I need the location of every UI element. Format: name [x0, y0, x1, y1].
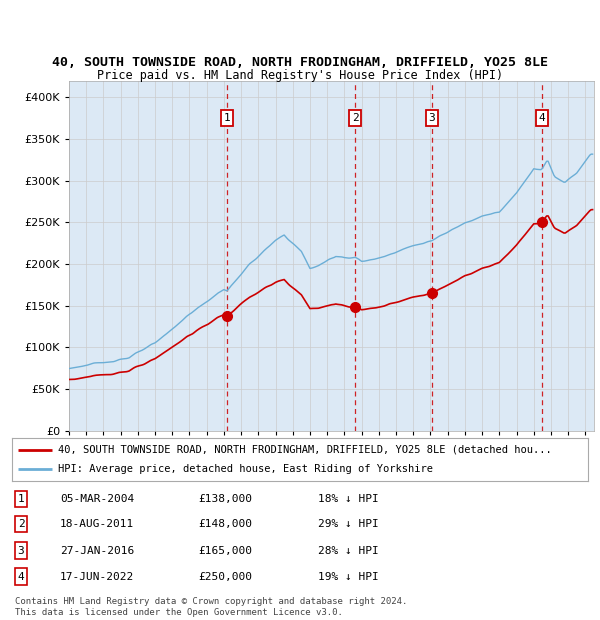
- Text: 2: 2: [17, 519, 25, 529]
- Text: 4: 4: [538, 113, 545, 123]
- Text: 40, SOUTH TOWNSIDE ROAD, NORTH FRODINGHAM, DRIFFIELD, YO25 8LE: 40, SOUTH TOWNSIDE ROAD, NORTH FRODINGHA…: [52, 56, 548, 68]
- Text: Price paid vs. HM Land Registry's House Price Index (HPI): Price paid vs. HM Land Registry's House …: [97, 69, 503, 82]
- Text: 3: 3: [17, 546, 25, 556]
- Text: £148,000: £148,000: [198, 519, 252, 529]
- Text: 05-MAR-2004: 05-MAR-2004: [60, 494, 134, 504]
- Text: 1: 1: [224, 113, 230, 123]
- Text: 40, SOUTH TOWNSIDE ROAD, NORTH FRODINGHAM, DRIFFIELD, YO25 8LE (detached hou...: 40, SOUTH TOWNSIDE ROAD, NORTH FRODINGHA…: [58, 445, 552, 454]
- Text: 2: 2: [352, 113, 359, 123]
- Text: 17-JUN-2022: 17-JUN-2022: [60, 572, 134, 582]
- Text: £165,000: £165,000: [198, 546, 252, 556]
- Text: 27-JAN-2016: 27-JAN-2016: [60, 546, 134, 556]
- Text: £250,000: £250,000: [198, 572, 252, 582]
- Text: HPI: Average price, detached house, East Riding of Yorkshire: HPI: Average price, detached house, East…: [58, 464, 433, 474]
- Text: 28% ↓ HPI: 28% ↓ HPI: [318, 546, 379, 556]
- Text: £138,000: £138,000: [198, 494, 252, 504]
- Text: 3: 3: [428, 113, 435, 123]
- Text: 1: 1: [17, 494, 25, 504]
- Text: 29% ↓ HPI: 29% ↓ HPI: [318, 519, 379, 529]
- Text: 18-AUG-2011: 18-AUG-2011: [60, 519, 134, 529]
- Text: Contains HM Land Registry data © Crown copyright and database right 2024.
This d: Contains HM Land Registry data © Crown c…: [15, 598, 407, 617]
- Text: 19% ↓ HPI: 19% ↓ HPI: [318, 572, 379, 582]
- Text: 4: 4: [17, 572, 25, 582]
- Text: 18% ↓ HPI: 18% ↓ HPI: [318, 494, 379, 504]
